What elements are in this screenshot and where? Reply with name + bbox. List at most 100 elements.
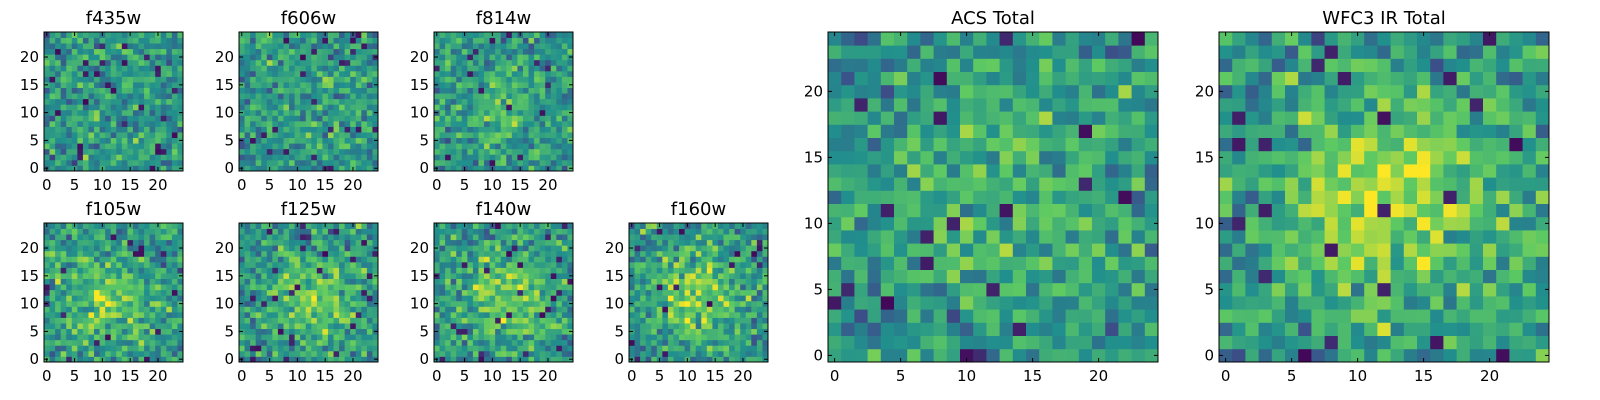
heatmap-cell	[44, 234, 50, 241]
heatmap-cell	[828, 256, 842, 270]
heatmap-cell	[316, 109, 323, 116]
heatmap-cell	[556, 143, 563, 150]
heatmap-cell	[60, 284, 67, 291]
heatmap-cell	[294, 345, 301, 352]
heatmap-cell	[94, 32, 100, 38]
heatmap-cell	[44, 159, 50, 166]
heatmap-cell	[734, 289, 741, 296]
heatmap-cell	[712, 328, 719, 335]
heatmap-cell	[723, 356, 730, 363]
heatmap-cell	[472, 278, 479, 285]
heatmap-cell	[66, 311, 73, 318]
heatmap-cell	[60, 345, 67, 352]
heatmap-cell	[550, 228, 557, 235]
heatmap-cell	[99, 245, 106, 252]
heatmap-cell	[450, 239, 457, 246]
heatmap-cell	[88, 109, 95, 116]
heatmap-cell	[344, 54, 351, 61]
heatmap-cell	[316, 223, 323, 229]
heatmap-cell	[322, 273, 329, 279]
heatmap-cell	[467, 59, 474, 66]
heatmap-cell	[160, 148, 167, 155]
heatmap-cell	[177, 289, 184, 296]
heatmap-cell	[500, 295, 507, 302]
heatmap-cell	[339, 120, 346, 127]
heatmap-cell	[300, 250, 307, 257]
heatmap-cell	[690, 256, 697, 263]
heatmap-cell	[445, 115, 452, 122]
heatmap-cell	[539, 295, 546, 302]
heatmap-cell	[350, 59, 357, 66]
heatmap-cell	[506, 159, 513, 166]
heatmap-cell	[478, 148, 485, 155]
heatmap-cell	[701, 273, 708, 279]
heatmap-cell	[484, 284, 490, 291]
heatmap-cell	[640, 289, 647, 296]
heatmap-cell	[289, 356, 295, 363]
heatmap-cell	[484, 65, 490, 72]
heatmap-cell	[333, 98, 340, 105]
heatmap-cell	[311, 350, 318, 357]
heatmap-cell	[762, 278, 769, 285]
heatmap-cell	[99, 37, 106, 44]
heatmap-cell	[55, 289, 62, 296]
heatmap-cell	[986, 190, 1000, 204]
heatmap-cell	[82, 356, 89, 363]
heatmap-cell	[160, 48, 167, 55]
heatmap-cell	[155, 250, 162, 257]
heatmap-cell	[456, 284, 463, 291]
heatmap-cell	[522, 165, 529, 172]
heatmap-cell	[1105, 216, 1119, 231]
heatmap-cell	[745, 328, 752, 335]
heatmap-cell	[729, 300, 736, 307]
heatmap-cell	[66, 339, 73, 346]
heatmap-cell	[684, 234, 691, 241]
heatmap-cell	[60, 93, 67, 100]
heatmap-cell	[495, 261, 502, 268]
heatmap-cell	[640, 223, 647, 229]
heatmap-cell	[920, 243, 934, 257]
heatmap-cell	[244, 350, 251, 357]
heatmap-cell	[171, 289, 178, 296]
heatmap-cell	[333, 295, 340, 302]
heatmap-cell	[44, 98, 50, 105]
heatmap-cell	[250, 295, 257, 302]
heatmap-cell	[450, 37, 457, 44]
heatmap-cell	[534, 98, 541, 105]
heatmap-cell	[244, 284, 251, 291]
heatmap-cell	[489, 65, 496, 72]
heatmap-cell	[880, 296, 895, 310]
heatmap-cell	[467, 98, 474, 105]
y-tick-label: 15	[605, 267, 624, 285]
heatmap-cell	[1105, 230, 1119, 244]
heatmap-cell	[854, 322, 868, 336]
heatmap-cell	[82, 165, 89, 172]
heatmap-cell	[489, 43, 496, 50]
heatmap-cell	[49, 234, 56, 241]
heatmap-cell	[99, 65, 106, 72]
heatmap-cell	[255, 311, 262, 318]
heatmap-cell	[99, 76, 106, 83]
heatmap-cell	[634, 339, 641, 346]
heatmap-cell	[350, 273, 357, 279]
heatmap-cell	[49, 339, 56, 346]
heatmap-cell	[283, 256, 290, 263]
heatmap-cell	[88, 115, 95, 122]
heatmap-cell	[344, 323, 351, 330]
heatmap-cell	[484, 339, 490, 346]
heatmap-cell	[105, 345, 112, 352]
heatmap-cell	[461, 154, 468, 161]
heatmap-cell	[534, 323, 541, 330]
heatmap-cell	[567, 228, 574, 235]
heatmap-cell	[445, 109, 452, 116]
heatmap-cell	[244, 109, 251, 116]
heatmap-cell	[82, 37, 89, 44]
heatmap-cell	[946, 322, 961, 336]
heatmap-cell	[740, 306, 747, 313]
heatmap-cell	[116, 165, 123, 172]
heatmap-cell	[60, 43, 67, 50]
y-tick-label: 0	[614, 350, 624, 368]
heatmap-cell	[762, 223, 769, 229]
heatmap-cell	[350, 82, 357, 88]
heatmap-cell	[244, 59, 251, 66]
